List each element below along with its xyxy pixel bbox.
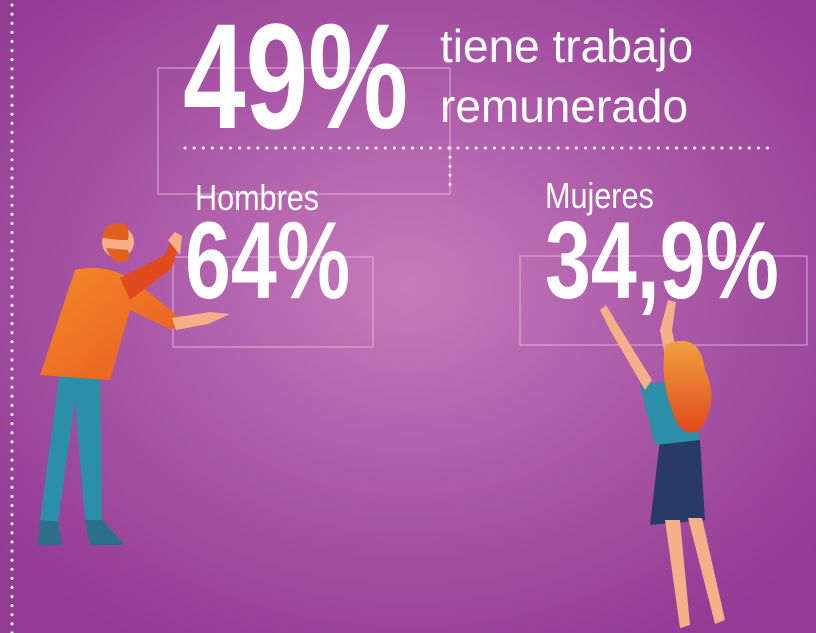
- women-label: Mujeres: [545, 177, 654, 217]
- men-label: Hombres: [195, 179, 319, 219]
- headline-value: 49%: [183, 0, 408, 161]
- woman-illustration: [600, 300, 725, 628]
- man-illustration: [38, 223, 230, 545]
- headline-line: tiene trabajo: [440, 20, 693, 72]
- men-value: 64%: [185, 198, 350, 321]
- headline-line: remunerado: [440, 80, 688, 132]
- women-value: 34,9%: [545, 198, 779, 321]
- frames: [157, 67, 808, 348]
